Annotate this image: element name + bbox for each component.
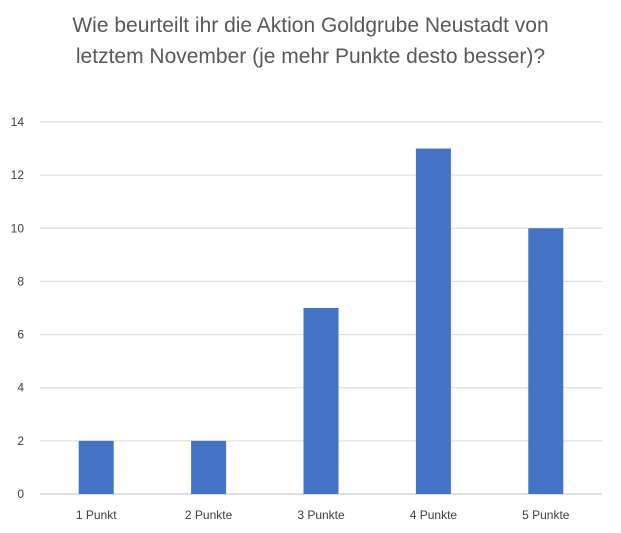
x-tick-label: 2 Punkte — [185, 508, 233, 522]
y-tick-label: 10 — [11, 221, 25, 235]
x-tick-label: 1 Punkt — [76, 508, 117, 522]
bar-2 — [191, 440, 227, 494]
y-tick-label: 6 — [17, 328, 24, 342]
y-tick-label: 0 — [17, 487, 24, 501]
x-tick-label: 3 Punkte — [297, 508, 345, 522]
bar-3 — [303, 308, 339, 494]
x-tick-label: 4 Punkte — [410, 508, 458, 522]
bar-4 — [415, 148, 451, 495]
y-tick-label: 2 — [17, 434, 24, 448]
y-tick-label: 14 — [11, 115, 25, 129]
chart-title: Wie beurteilt ihr die Aktion Goldgrube N… — [72, 14, 549, 68]
bar-5 — [528, 228, 564, 495]
y-tick-label: 12 — [11, 168, 25, 182]
bar-1 — [78, 440, 114, 494]
y-tick-label: 4 — [17, 381, 24, 395]
x-tick-label: 5 Punkte — [522, 508, 570, 522]
y-tick-label: 8 — [17, 274, 24, 288]
